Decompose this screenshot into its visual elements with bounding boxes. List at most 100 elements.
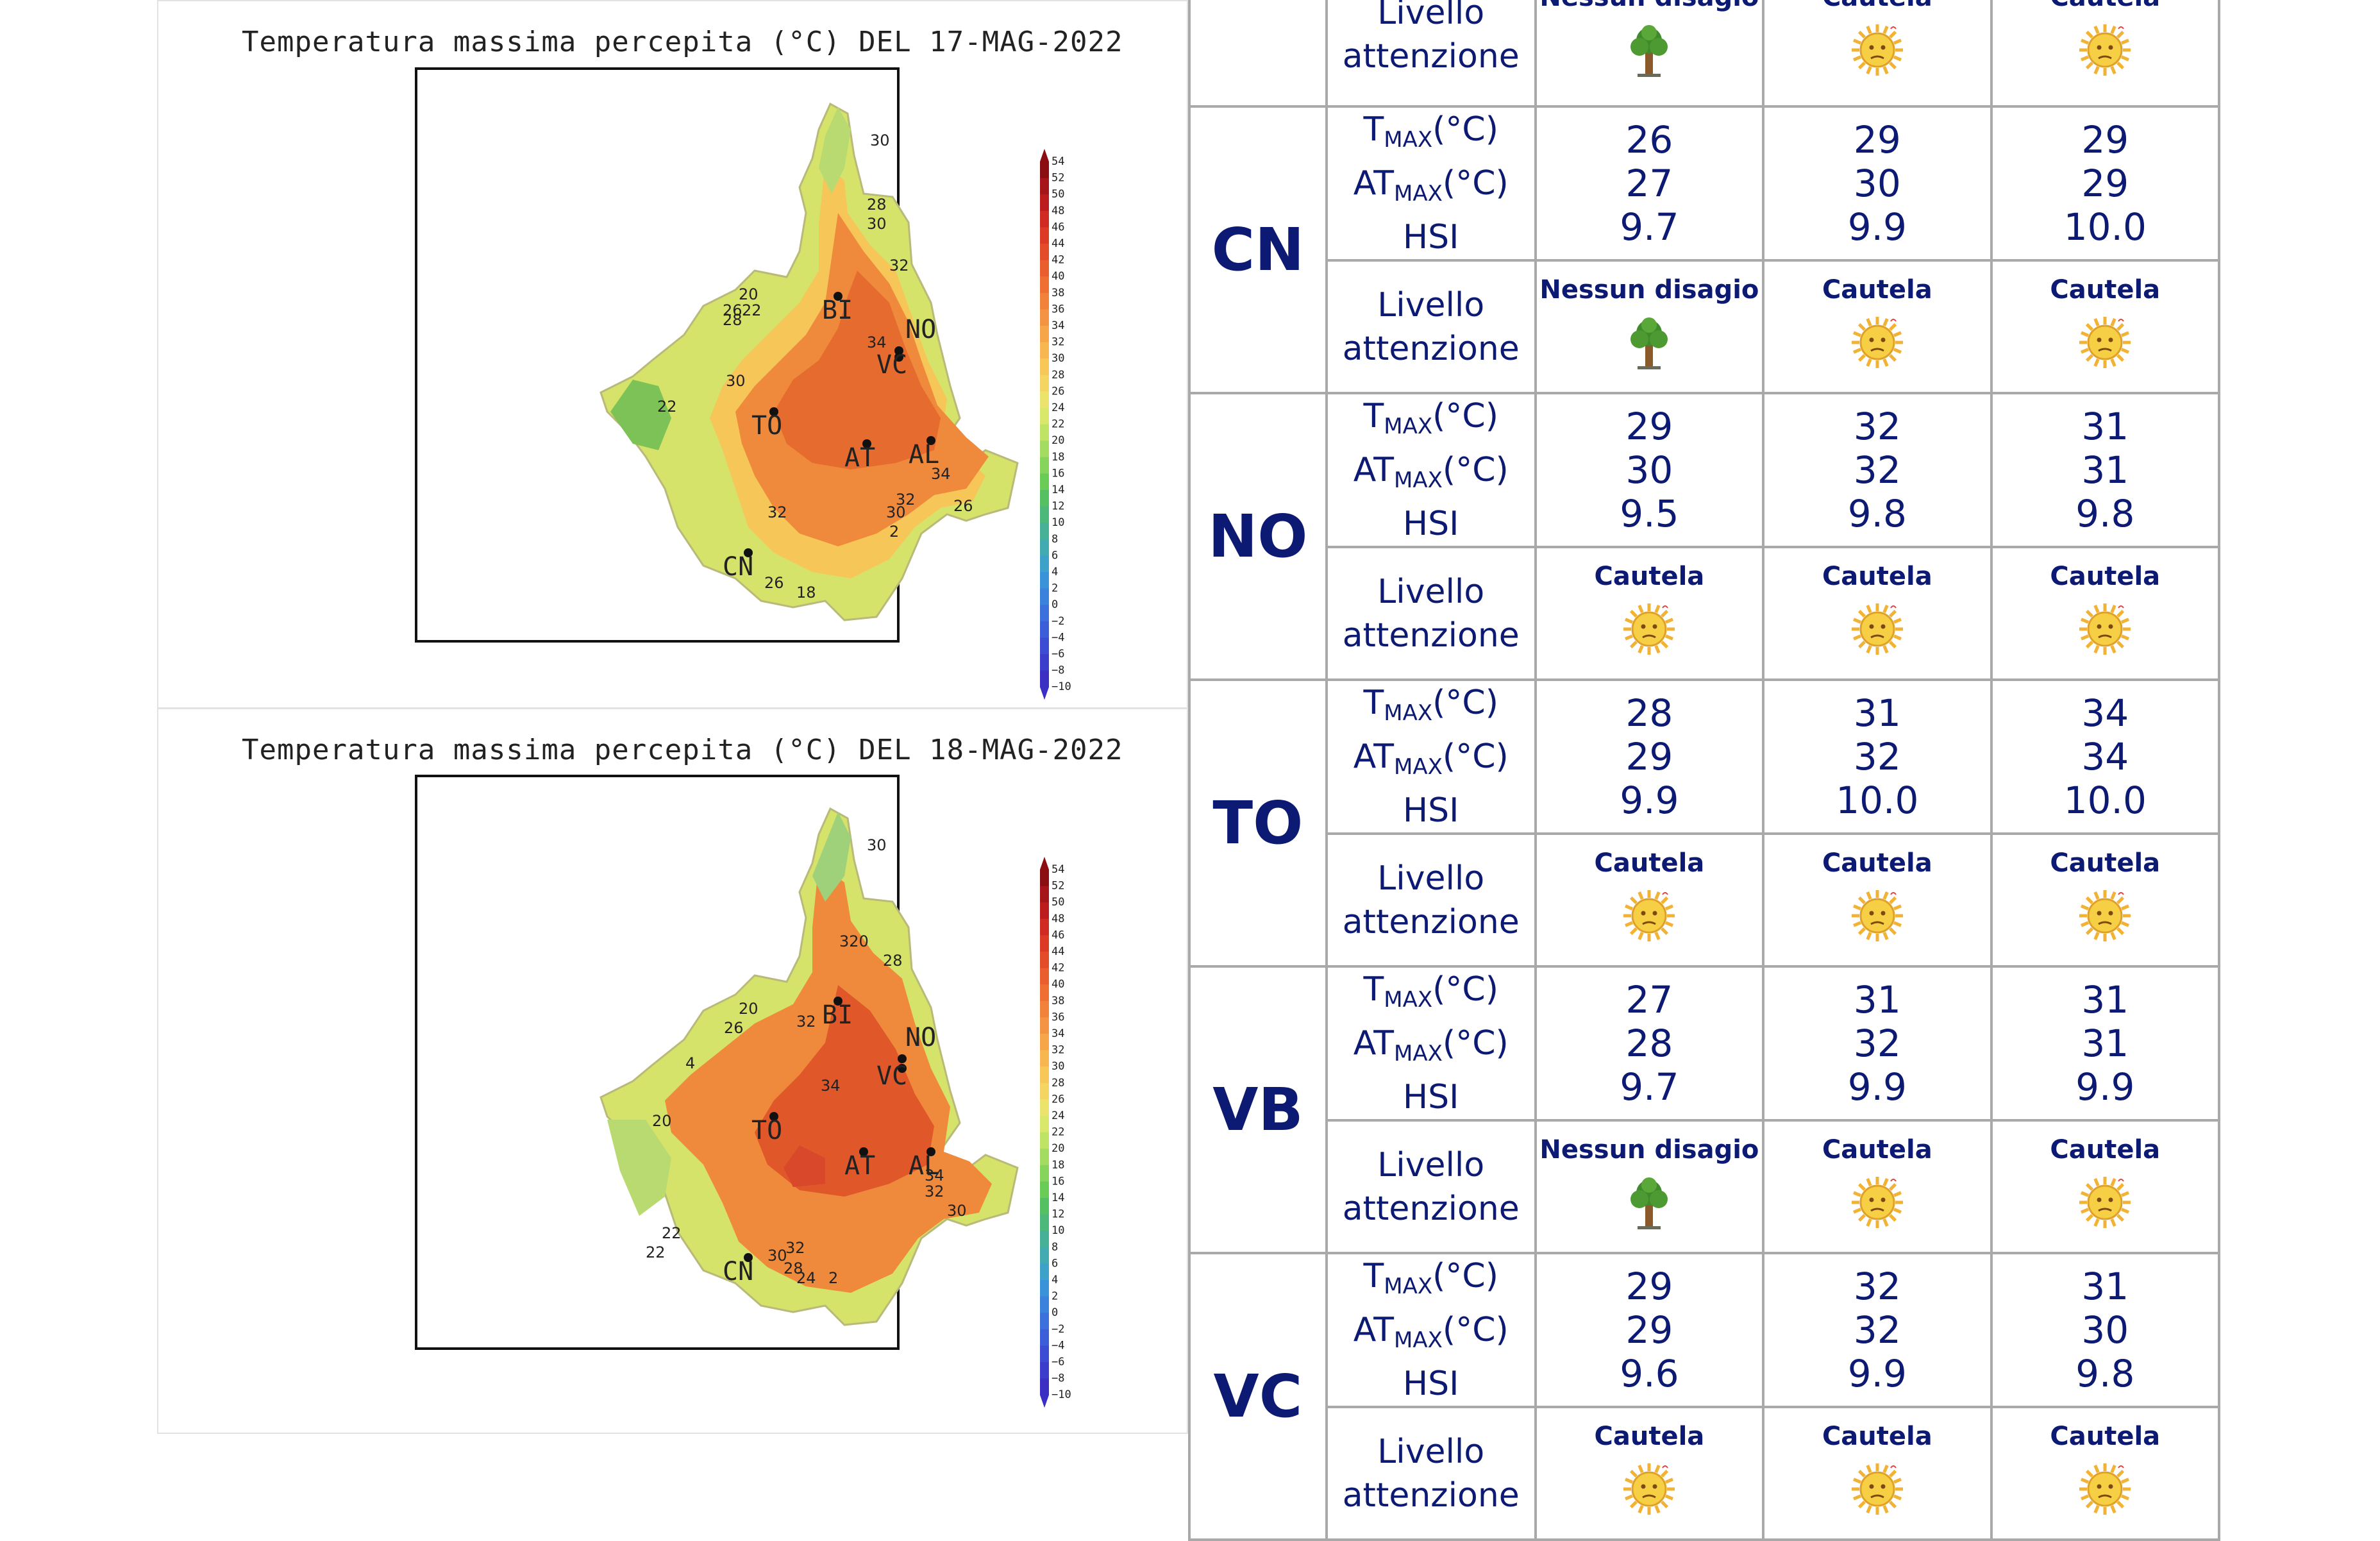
colorbar-tick: 24 (1052, 1109, 1064, 1122)
value-cell: 26 27 9.7 (1534, 105, 1765, 262)
hsi-label: HSI (1403, 505, 1459, 543)
livello-label: Livello attenzione (1325, 259, 1537, 394)
svg-text:18: 18 (796, 584, 816, 602)
colorbar-tick: 48 (1052, 205, 1064, 217)
svg-text:32: 32 (796, 1013, 816, 1031)
svg-text:34: 34 (867, 333, 887, 351)
level-text: Cautela (2050, 848, 2161, 878)
colorbar-tick: 26 (1052, 1093, 1064, 1106)
region-shape (599, 807, 1019, 1326)
atmax-value: 31 (2081, 1022, 2129, 1065)
livello-label: Livello attenzione (1325, 0, 1537, 108)
colorbar-tick: 4 (1052, 1274, 1058, 1286)
sun-icon (1764, 21, 1990, 81)
hsi-value: 9.6 (1620, 1352, 1679, 1395)
svg-text:30: 30 (767, 1247, 787, 1265)
tmax-value: 26 (1625, 118, 1673, 162)
atmax-value: 30 (2081, 1308, 2129, 1352)
sun-icon (1537, 887, 1762, 947)
sun-icon (1993, 1460, 2218, 1520)
tree-icon (1537, 21, 1762, 81)
atmax-label: ATMAX(°C) (1353, 1024, 1509, 1066)
hsi-value: 9.7 (1620, 205, 1679, 249)
colorbar-tick: −10 (1052, 680, 1071, 693)
colorbar-tick: 30 (1052, 1060, 1064, 1073)
svg-text:30: 30 (867, 215, 887, 233)
value-cell: 32 32 9.9 (1762, 1252, 1993, 1408)
level-text: Cautela (2050, 561, 2161, 591)
sun-icon (1764, 314, 1990, 374)
atmax-label: ATMAX(°C) (1353, 451, 1509, 493)
value-cell: 27 28 9.7 (1534, 965, 1765, 1122)
temperature-map-18-may: TO AT AL CN BI NO VC 30 320 28 20 26 32 … (415, 775, 1071, 1408)
atmax-value: 30 (1625, 448, 1673, 492)
colorbar-tick: 42 (1052, 254, 1064, 267)
metric-labels: TMAX(°C) ATMAX(°C) HSI (1325, 105, 1537, 262)
colorbar-tick: 44 (1052, 237, 1064, 250)
svg-text:30: 30 (947, 1202, 967, 1220)
level-cell: Nessun disagio (1534, 259, 1765, 394)
tmax-value: 29 (1625, 405, 1673, 448)
hsi-value: 9.7 (1620, 1065, 1679, 1109)
tmax-label: TMAX(°C) (1363, 684, 1499, 726)
colorbar-tick: 52 (1052, 172, 1064, 185)
sun-icon (1764, 887, 1990, 947)
svg-text:22: 22 (742, 301, 762, 319)
hsi-label: HSI (1403, 1365, 1459, 1403)
atmax-value: 34 (2081, 735, 2129, 779)
svg-text:26: 26 (724, 1019, 744, 1037)
region-shape (599, 102, 1019, 621)
atmax-value: 30 (1853, 162, 1901, 205)
table-row-values: VB TMAX(°C) ATMAX(°C) HSI 27 28 9.7 31 32 9.9 31 31… (1188, 965, 2221, 1254)
level-text: Cautela (1822, 561, 1932, 591)
hsi-value: 9.8 (2075, 1352, 2135, 1395)
level-cell: Cautela (1762, 1406, 1993, 1541)
colorbar-tick: 12 (1052, 500, 1064, 513)
city-label: TO (751, 411, 782, 441)
level-cell: Cautela (1534, 546, 1765, 681)
svg-text:320: 320 (839, 932, 869, 950)
sun-icon (1993, 314, 2218, 374)
atmax-label: ATMAX(°C) (1353, 164, 1509, 206)
tmax-value: 29 (2081, 118, 2129, 162)
level-cell: Cautela (1990, 546, 2221, 681)
colorbar-tick: 46 (1052, 221, 1064, 233)
value-cell: 31 31 9.8 (1990, 392, 2221, 548)
svg-text:22: 22 (657, 398, 677, 416)
hsi-value: 9.8 (1847, 492, 1907, 535)
tmax-value: 31 (1853, 978, 1901, 1022)
city-label: VC (876, 1061, 907, 1091)
tmax-value: 32 (1853, 1265, 1901, 1308)
city-markers (744, 997, 935, 1262)
table-row-values: VC TMAX(°C) ATMAX(°C) HSI 29 29 9.6 32 32 9.9 31 30… (1188, 1252, 2221, 1541)
level-text: Cautela (1822, 1134, 1932, 1165)
atmax-value: 32 (1853, 735, 1901, 779)
colorbar-tick: 12 (1052, 1208, 1064, 1221)
colorbar-tick: 4 (1052, 566, 1058, 578)
livello-label: Livello attenzione (1325, 546, 1537, 681)
sun-icon (1537, 1460, 1762, 1520)
svg-text:32: 32 (925, 1183, 944, 1200)
sun-icon (1764, 1460, 1990, 1520)
tmax-label: TMAX(°C) (1363, 970, 1499, 1013)
level-cell: Cautela (1534, 1406, 1765, 1541)
city-label: BI (822, 1000, 853, 1030)
colorbar: 5452504846444240383634323028262422201816… (1040, 149, 1071, 700)
svg-text:28: 28 (883, 952, 903, 970)
value-cell: 31 32 9.9 (1762, 965, 1993, 1122)
contour-labels: 30 28 30 32 20 26 22 28 34 30 22 34 32 3… (657, 131, 973, 602)
level-text: Cautela (1594, 848, 1705, 878)
value-cell: 32 32 9.8 (1762, 392, 1993, 548)
colorbar-tick: 16 (1052, 1175, 1064, 1188)
colorbar-tick: 42 (1052, 962, 1064, 975)
level-cell: Cautela (1762, 259, 1993, 394)
table-row-values: TO TMAX(°C) ATMAX(°C) HSI 28 29 9.9 31 32 10.0 34 3… (1188, 678, 2221, 968)
value-cell: 31 31 9.9 (1990, 965, 2221, 1122)
sun-icon (1993, 1174, 2218, 1234)
svg-text:30: 30 (886, 503, 906, 521)
level-cell: Cautela (1762, 546, 1993, 681)
atmax-value: 29 (2081, 162, 2129, 205)
city-label: AL (909, 440, 939, 469)
level-text: Cautela (1594, 1421, 1705, 1451)
